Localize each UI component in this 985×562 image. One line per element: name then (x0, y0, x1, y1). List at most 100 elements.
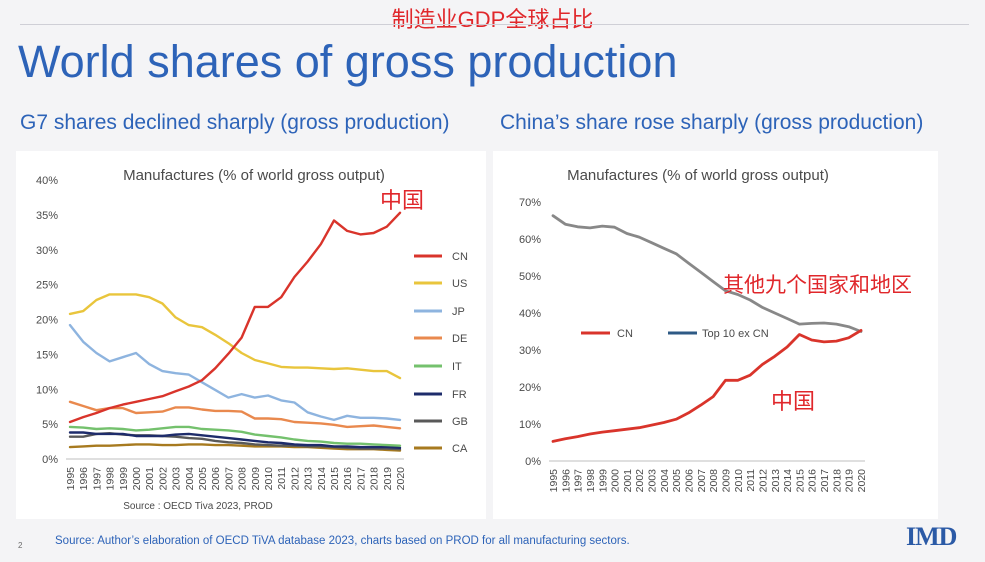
data-point-it (307, 440, 309, 442)
data-point-gb (227, 441, 229, 443)
legend-label-cn: CN (617, 328, 633, 340)
legend-label-top10: Top 10 ex CN (702, 328, 769, 340)
data-point-top-10-ex-cn (614, 226, 616, 228)
data-point-it (346, 443, 348, 445)
data-point-jp (267, 394, 269, 397)
x-tick-label: 2003 (647, 469, 659, 493)
data-point-cn (267, 306, 269, 308)
page-title: World shares of gross production (18, 36, 678, 87)
x-tick-label: 2006 (210, 467, 222, 491)
data-point-it (280, 436, 282, 438)
data-point-jp (148, 363, 150, 365)
data-point-us (214, 334, 216, 336)
data-point-cn (724, 379, 727, 381)
data-point-de (386, 426, 388, 428)
chinese-title: 制造业GDP全球占比 (391, 7, 594, 32)
title-divider (20, 24, 969, 25)
data-point-fr (175, 434, 177, 436)
data-point-it (359, 443, 361, 445)
x-tick-label: 2012 (757, 469, 769, 493)
data-point-fr (241, 438, 243, 441)
data-point-top-10-ex-cn (564, 223, 566, 225)
x-tick-label: 2007 (223, 467, 235, 491)
x-tick-label: 2009 (250, 467, 262, 491)
data-point-jp (280, 399, 282, 401)
series-line-it (68, 425, 402, 447)
x-tick-label: 2013 (303, 467, 315, 491)
data-point-ca (122, 444, 124, 446)
x-tick-label: 2006 (684, 469, 696, 493)
x-tick-label: 2002 (634, 469, 646, 493)
data-point-jp (346, 415, 348, 417)
data-point-jp (95, 352, 97, 354)
data-point-us (386, 370, 388, 372)
data-point-de (241, 411, 243, 413)
data-point-it (399, 445, 401, 447)
x-tick-label: 2001 (622, 469, 634, 493)
x-tick-label: 2014 (316, 467, 328, 491)
data-point-jp (254, 397, 256, 399)
data-point-ca (227, 444, 229, 446)
data-point-top-10-ex-cn (638, 236, 640, 238)
data-point-top-10-ex-cn (700, 271, 702, 273)
data-point-cn (577, 436, 579, 438)
data-point-cn (293, 276, 295, 278)
x-tick-label: 2008 (708, 469, 720, 493)
data-point-fr (293, 443, 295, 445)
data-point-de (254, 417, 256, 420)
x-tick-label: 1997 (91, 467, 103, 491)
data-point-jp (320, 415, 322, 418)
data-point-cn (614, 430, 616, 432)
data-point-cn (798, 333, 800, 336)
data-point-ca (109, 445, 111, 447)
legend-label-de: DE (452, 333, 467, 345)
data-point-fr (267, 441, 269, 443)
data-point-us (201, 326, 203, 328)
x-tick-label: 2015 (329, 467, 341, 491)
legend-label-ca: CA (452, 443, 468, 455)
data-point-us (373, 370, 375, 372)
right-subtitle: China’s share rose sharply (gross produc… (500, 111, 924, 134)
data-point-cn (638, 427, 640, 429)
data-point-us (188, 324, 190, 326)
data-point-fr (201, 434, 203, 436)
data-point-cn (823, 341, 825, 343)
data-point-cn (700, 404, 702, 406)
data-point-top-10-ex-cn (589, 227, 591, 229)
y-tick-label: 20% (519, 382, 541, 394)
cn-annotation: 中国 (771, 389, 815, 414)
data-point-fr (373, 446, 375, 448)
series-line-cn (68, 211, 402, 424)
data-point-fr (188, 433, 190, 435)
data-point-jp (293, 401, 295, 404)
data-point-top-10-ex-cn (675, 253, 677, 255)
data-point-it (148, 429, 150, 431)
data-point-cn (811, 339, 813, 341)
x-tick-label: 2012 (289, 467, 301, 491)
data-point-ca (95, 445, 97, 447)
y-tick-label: 5% (42, 419, 58, 431)
data-point-cn (589, 433, 591, 435)
data-point-jp (82, 341, 84, 343)
data-point-cn (359, 233, 361, 235)
data-point-us (241, 352, 243, 354)
data-point-cn (148, 398, 150, 400)
data-point-top-10-ex-cn (601, 225, 603, 227)
data-point-de (280, 418, 282, 420)
data-point-cn (175, 390, 177, 392)
data-point-jp (201, 381, 203, 383)
data-point-de (82, 405, 84, 407)
y-tick-label: 70% (519, 197, 541, 209)
data-point-top-10-ex-cn (577, 226, 579, 228)
data-point-it (188, 426, 190, 428)
y-tick-label: 40% (36, 175, 58, 187)
data-point-us (82, 310, 84, 312)
data-point-top-10-ex-cn (835, 323, 837, 325)
x-tick-label: 2020 (395, 467, 407, 491)
data-point-fr (122, 433, 124, 435)
data-point-us (359, 369, 361, 371)
x-tick-label: 2016 (807, 469, 819, 493)
data-point-it (122, 428, 124, 430)
data-point-cn (749, 374, 751, 376)
data-point-de (201, 408, 203, 411)
